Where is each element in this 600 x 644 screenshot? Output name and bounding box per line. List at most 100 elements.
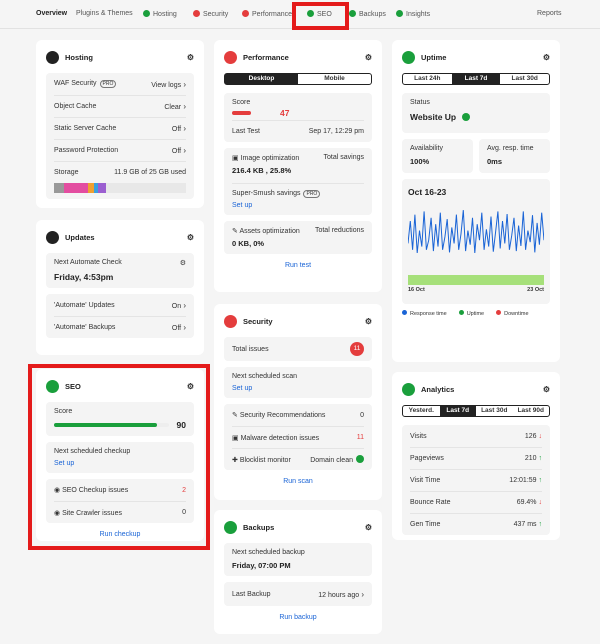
- row: ◉ SEO Checkup issues 2: [54, 479, 186, 501]
- span: Backups: [243, 522, 275, 532]
- box: Next Automate Check ⚙ Friday, 4:53pm: [46, 253, 194, 288]
- span: Domain clean: [310, 457, 353, 464]
- b: Insights: [406, 11, 431, 18]
- dot: [496, 310, 502, 315]
- span: ✎ Assets optimization: [232, 228, 300, 235]
- ico: [349, 10, 356, 17]
- span: Downtime: [496, 310, 529, 317]
- link-tab[interactable]: Last 30d: [481, 407, 508, 414]
- chev: On: [172, 301, 186, 310]
- box: Availability 100%: [402, 139, 473, 173]
- cur[interactable]: Overview: [36, 10, 68, 17]
- gear: ⚙: [542, 52, 550, 62]
- row: ✎ Security Recommendations 0: [232, 404, 364, 426]
- row: Gen Time 437 ms: [410, 513, 542, 535]
- ci: [46, 230, 59, 244]
- hd: Uptime ⚙: [402, 49, 550, 65]
- link[interactable]: Set up: [232, 385, 253, 392]
- row: WAF Security PRO View logs: [54, 73, 186, 95]
- link[interactable]: Set up: [232, 202, 253, 209]
- row: Static Server Cache Off: [54, 117, 186, 139]
- pill: 11: [350, 342, 364, 356]
- span: Response time: [402, 310, 447, 317]
- on[interactable]: Last 7d: [439, 406, 476, 416]
- i: [98, 183, 106, 193]
- div: 16 Oct 23 Oct: [408, 287, 544, 293]
- bold: Oct 16-23: [408, 187, 447, 197]
- seg: Yesterd. Last 7d Last 30d Last 90d: [402, 405, 550, 417]
- link-tab[interactable]: Last 90d: [517, 407, 544, 414]
- span: ◉ SEO Checkup issues: [54, 487, 129, 494]
- span: Total savings: [323, 154, 364, 161]
- span: Storage: [54, 169, 79, 176]
- ci: [402, 382, 415, 396]
- chev[interactable]: View logs: [151, 80, 186, 89]
- metric-value: 210: [525, 455, 542, 462]
- chev: Off: [172, 146, 186, 155]
- div: ▣ Image optimization Total savings: [232, 154, 364, 162]
- span: Super-Smush savings: [232, 190, 301, 197]
- red: 47: [280, 108, 290, 118]
- gear: ⚙: [364, 52, 372, 62]
- ci: [46, 50, 59, 64]
- act[interactable]: Run test: [284, 262, 312, 269]
- span: Blocklist monitor: [239, 456, 291, 464]
- row: Object Cache Clear: [54, 95, 186, 117]
- link-tab[interactable]: Last 30d: [511, 75, 538, 82]
- link-tab[interactable]: Hosting: [143, 10, 177, 18]
- span: Last Backup: [232, 590, 271, 598]
- card: Analytics ⚙ Yesterd. Last 7d Last 30d Last 9…: [392, 372, 560, 540]
- link[interactable]: Set up: [54, 460, 75, 467]
- span: SEO: [65, 381, 81, 391]
- div: Next scheduled checkup: [54, 448, 131, 455]
- response-line: [408, 210, 544, 254]
- span: ▣ Malware detection issues: [232, 434, 320, 442]
- on[interactable]: Desktop: [225, 74, 298, 84]
- gear: ⚙: [542, 384, 550, 394]
- box: 'Automate' Updates On 'Automate' Backups O…: [46, 294, 194, 338]
- row: ▣ Malware detection issues 11: [232, 426, 364, 448]
- bold: Friday, 07:00 PM: [232, 561, 291, 570]
- row: ✚ Blocklist monitor Domain clean: [232, 448, 364, 470]
- span: Uptime: [458, 310, 484, 317]
- on[interactable]: Last 7d: [451, 74, 501, 84]
- link-tab[interactable]: SEO: [307, 10, 332, 18]
- act[interactable]: Run checkup: [99, 531, 141, 538]
- link-tab[interactable]: Mobile: [324, 75, 345, 82]
- link-tab[interactable]: Last 24h: [414, 75, 441, 82]
- ico: [396, 10, 403, 17]
- bold: 0ms: [487, 157, 503, 166]
- link-tab[interactable]: Security: [193, 10, 228, 18]
- span: Analytics: [421, 384, 455, 394]
- track: [54, 423, 169, 427]
- i: [94, 183, 98, 193]
- span: Sep 17, 12:29 pm: [308, 128, 364, 135]
- div: Super-Smush savings PRO: [232, 183, 364, 198]
- act[interactable]: Run backup: [279, 614, 317, 621]
- act[interactable]: Run scan: [283, 478, 313, 485]
- span: Password Protection: [54, 147, 119, 154]
- link-tab[interactable]: Performance: [242, 10, 292, 18]
- box: Next scheduled checkup Set up: [46, 442, 194, 473]
- span: WAF Security PRO: [54, 80, 117, 88]
- card: Updates ⚙ Next Automate Check ⚙ Friday, 4:…: [36, 220, 204, 355]
- ico: [193, 10, 200, 17]
- div: Status: [410, 99, 430, 106]
- hd: Backups ⚙: [224, 519, 372, 535]
- chev[interactable]: Clear: [164, 102, 186, 111]
- box: Score 90: [46, 402, 194, 436]
- span: Hosting: [65, 52, 93, 62]
- score-bar: [232, 111, 251, 115]
- span: Site Crawler issues: [62, 509, 122, 517]
- row: Last Test Sep 17, 12:29 pm: [232, 120, 364, 142]
- link-tab[interactable]: Reports: [537, 10, 562, 17]
- chev: Off: [172, 124, 186, 133]
- link-tab[interactable]: Insights: [396, 10, 430, 18]
- uptime-bar: [408, 275, 544, 285]
- link-tab[interactable]: Plugins & Themes: [76, 10, 133, 17]
- link-tab[interactable]: Yesterd.: [408, 407, 434, 414]
- metric-label: Visit Time: [410, 477, 441, 484]
- link-tab[interactable]: Backups: [349, 10, 386, 18]
